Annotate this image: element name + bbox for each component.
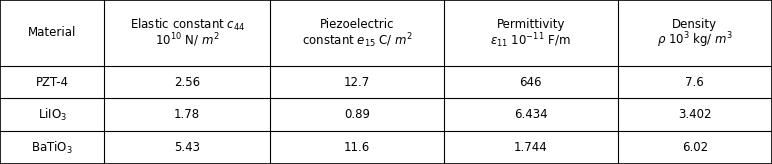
Text: 1.78: 1.78: [174, 108, 200, 121]
Text: 0.89: 0.89: [344, 108, 370, 121]
Text: Permittivity: Permittivity: [496, 18, 565, 31]
Text: 7.6: 7.6: [686, 75, 704, 89]
Text: PZT-4: PZT-4: [36, 75, 69, 89]
Text: 11.6: 11.6: [344, 141, 371, 154]
Text: Material: Material: [28, 26, 76, 39]
Text: $\rho$ $10^3$ kg/ $m^3$: $\rho$ $10^3$ kg/ $m^3$: [657, 31, 733, 51]
Text: 5.43: 5.43: [174, 141, 200, 154]
Text: Piezoelectric: Piezoelectric: [320, 18, 394, 31]
Text: 646: 646: [520, 75, 542, 89]
Text: 12.7: 12.7: [344, 75, 371, 89]
Text: Elastic constant $c_{44}$: Elastic constant $c_{44}$: [130, 17, 245, 33]
Text: constant $e_{15}$ C/ $m^2$: constant $e_{15}$ C/ $m^2$: [302, 31, 412, 50]
Text: 2.56: 2.56: [174, 75, 200, 89]
Text: $\varepsilon_{11}$ $10^{-11}$ F/m: $\varepsilon_{11}$ $10^{-11}$ F/m: [490, 31, 571, 50]
Text: 6.434: 6.434: [514, 108, 547, 121]
Text: $10^{10}$ N/ $m^2$: $10^{10}$ N/ $m^2$: [155, 32, 219, 50]
Text: BaTiO$_3$: BaTiO$_3$: [32, 140, 73, 156]
Text: Density: Density: [672, 18, 717, 31]
Text: 3.402: 3.402: [678, 108, 712, 121]
Text: 1.744: 1.744: [514, 141, 547, 154]
Text: 6.02: 6.02: [682, 141, 708, 154]
Text: LiIO$_3$: LiIO$_3$: [38, 107, 66, 123]
